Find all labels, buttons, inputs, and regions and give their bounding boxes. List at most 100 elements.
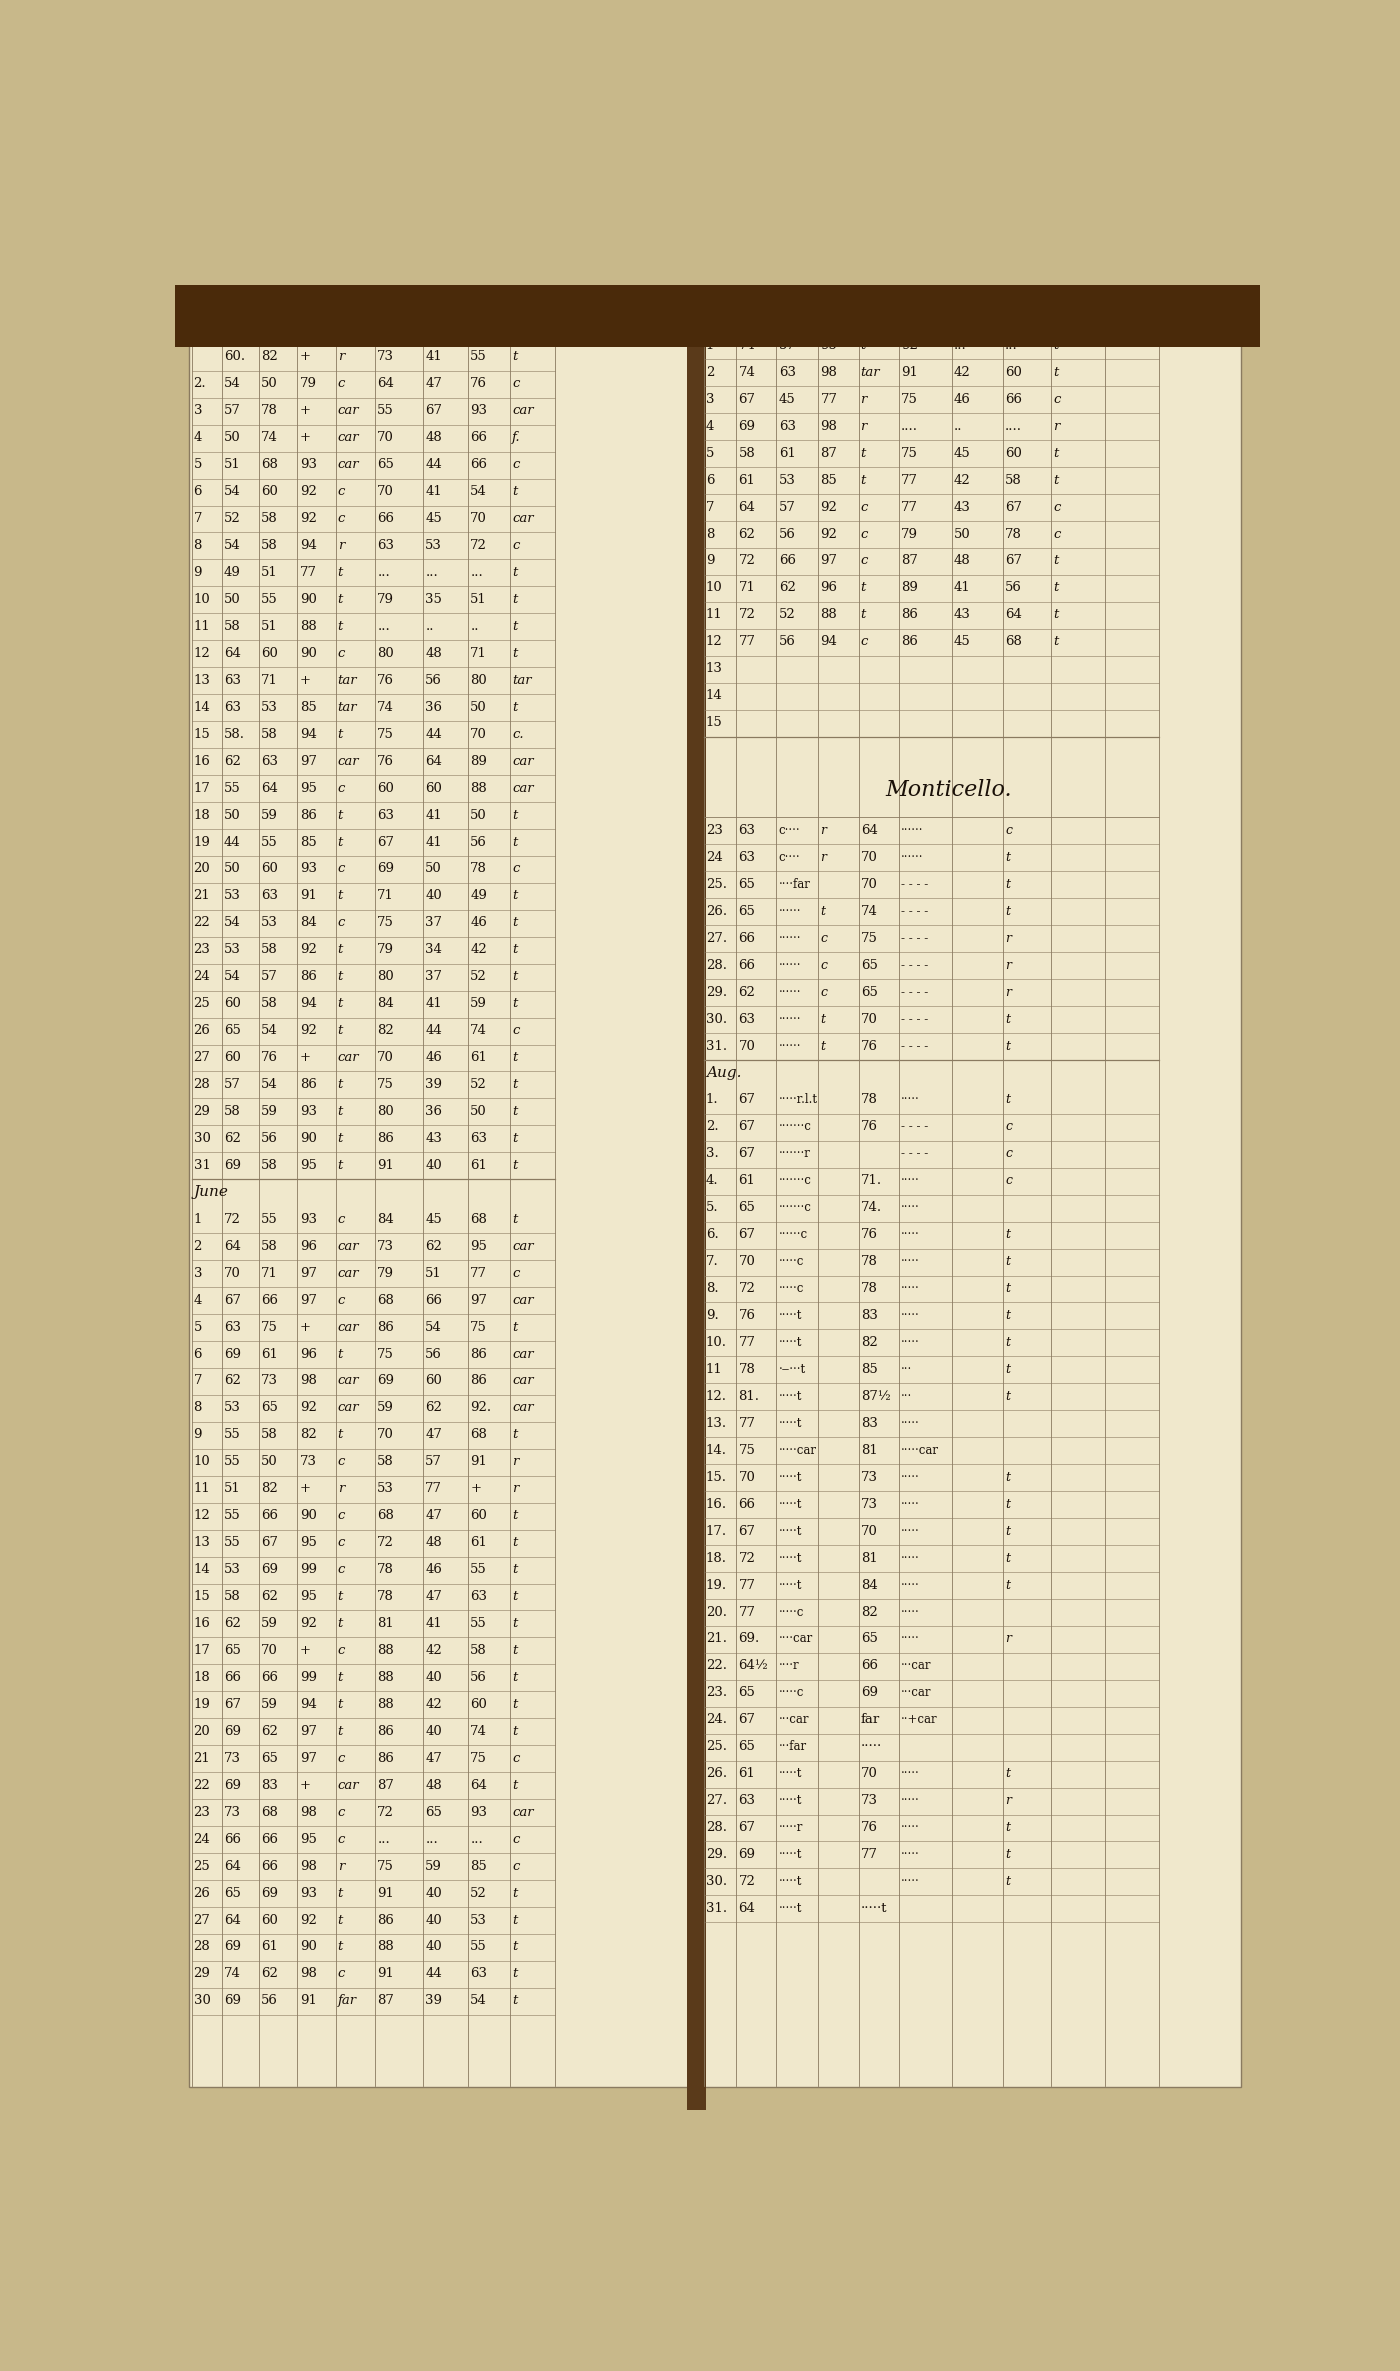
Text: car: car xyxy=(512,782,533,794)
Text: 63: 63 xyxy=(738,825,756,837)
Text: 73: 73 xyxy=(861,1498,878,1510)
Text: +: + xyxy=(300,1482,311,1496)
Text: 51: 51 xyxy=(426,1266,442,1280)
Text: t: t xyxy=(512,351,518,363)
Text: 76: 76 xyxy=(260,1050,279,1065)
Text: 74: 74 xyxy=(738,339,756,351)
Text: t: t xyxy=(337,1724,343,1738)
Text: 94: 94 xyxy=(300,538,316,552)
Text: 73: 73 xyxy=(377,1240,395,1252)
Text: ···car: ···car xyxy=(778,1714,809,1726)
Text: 76: 76 xyxy=(861,1228,878,1240)
Text: 43: 43 xyxy=(426,1131,442,1145)
Text: 68: 68 xyxy=(260,458,277,472)
Text: 65: 65 xyxy=(738,1740,756,1752)
Text: 68: 68 xyxy=(260,1807,277,1819)
Text: 3: 3 xyxy=(193,1266,202,1280)
Text: ······: ······ xyxy=(778,1038,801,1053)
Text: t: t xyxy=(512,486,518,498)
Text: 62: 62 xyxy=(224,1617,241,1629)
Text: ....: .... xyxy=(1005,420,1022,432)
Text: +: + xyxy=(300,1643,311,1657)
Text: 65: 65 xyxy=(738,1686,756,1700)
Text: 97: 97 xyxy=(820,555,837,567)
Text: t: t xyxy=(1005,1470,1009,1484)
Text: c: c xyxy=(1005,1174,1012,1188)
Text: 96: 96 xyxy=(300,1240,316,1252)
Text: 29.: 29. xyxy=(706,986,727,998)
Text: ·······c: ·······c xyxy=(778,1121,812,1133)
Text: 71: 71 xyxy=(260,1266,277,1280)
Text: 3.: 3. xyxy=(706,1148,718,1159)
Text: 63: 63 xyxy=(738,851,756,863)
Text: 47: 47 xyxy=(426,1427,442,1442)
Text: 31: 31 xyxy=(193,1159,210,1171)
Text: 98: 98 xyxy=(300,1807,316,1819)
Text: 58: 58 xyxy=(377,1456,393,1468)
Text: t: t xyxy=(337,567,343,579)
Text: 53: 53 xyxy=(224,944,241,956)
Text: 84: 84 xyxy=(300,915,316,929)
Text: c: c xyxy=(1053,526,1060,541)
Text: 61: 61 xyxy=(260,1347,277,1361)
Text: 69: 69 xyxy=(224,1994,241,2008)
Text: 69: 69 xyxy=(224,1347,241,1361)
Text: 51: 51 xyxy=(224,458,241,472)
Text: 86: 86 xyxy=(300,1079,316,1091)
Text: 73: 73 xyxy=(224,1807,241,1819)
Text: t: t xyxy=(512,1887,518,1899)
Text: c: c xyxy=(337,863,346,875)
Text: ...: ... xyxy=(426,567,438,579)
Text: 95: 95 xyxy=(470,1240,487,1252)
Text: 53: 53 xyxy=(426,538,442,552)
Text: 65: 65 xyxy=(260,1752,277,1764)
Text: 4.: 4. xyxy=(706,1174,718,1188)
Text: t: t xyxy=(512,702,518,714)
Text: 70: 70 xyxy=(861,1525,878,1539)
Text: car: car xyxy=(337,754,360,768)
Text: r: r xyxy=(512,1482,518,1496)
Text: 88: 88 xyxy=(377,1939,393,1954)
Text: - - - -: - - - - xyxy=(902,877,928,891)
Text: t: t xyxy=(1005,851,1009,863)
Text: 98: 98 xyxy=(300,1375,316,1387)
Text: t: t xyxy=(337,944,343,956)
Text: c: c xyxy=(1053,500,1060,515)
Text: tar: tar xyxy=(860,365,879,379)
Text: 71: 71 xyxy=(470,647,487,659)
Text: 55: 55 xyxy=(224,1456,241,1468)
Text: c: c xyxy=(337,1456,346,1468)
Text: 7: 7 xyxy=(193,1375,202,1387)
Text: 63: 63 xyxy=(778,420,795,432)
Text: 22.: 22. xyxy=(706,1660,727,1672)
Text: 53: 53 xyxy=(260,702,277,714)
Text: 77: 77 xyxy=(738,635,756,647)
Text: Aug.: Aug. xyxy=(706,1067,742,1081)
Text: May: May xyxy=(193,322,227,337)
Text: 31.: 31. xyxy=(706,1038,727,1053)
Text: 95: 95 xyxy=(300,782,316,794)
Text: 3: 3 xyxy=(706,394,714,405)
Text: t: t xyxy=(860,446,865,460)
Text: 81.: 81. xyxy=(738,1389,759,1404)
Text: 11: 11 xyxy=(193,619,210,633)
Text: t: t xyxy=(860,609,865,621)
Text: 63: 63 xyxy=(377,538,395,552)
Text: 85: 85 xyxy=(300,702,316,714)
Text: 50: 50 xyxy=(224,863,241,875)
Text: r: r xyxy=(337,538,344,552)
Text: t: t xyxy=(512,1591,518,1603)
Text: 66: 66 xyxy=(738,958,756,972)
Text: c: c xyxy=(337,377,346,391)
Text: 65: 65 xyxy=(738,877,756,891)
Text: 64: 64 xyxy=(224,1240,241,1252)
Text: 55: 55 xyxy=(260,1214,277,1226)
Text: t: t xyxy=(512,1510,518,1522)
Text: 64: 64 xyxy=(470,1778,487,1792)
Text: ·····: ····· xyxy=(902,1174,920,1188)
Text: t: t xyxy=(512,647,518,659)
Text: 95: 95 xyxy=(300,1591,316,1603)
Text: 54: 54 xyxy=(224,915,241,929)
Text: 41: 41 xyxy=(426,809,442,820)
Text: 63: 63 xyxy=(377,809,395,820)
